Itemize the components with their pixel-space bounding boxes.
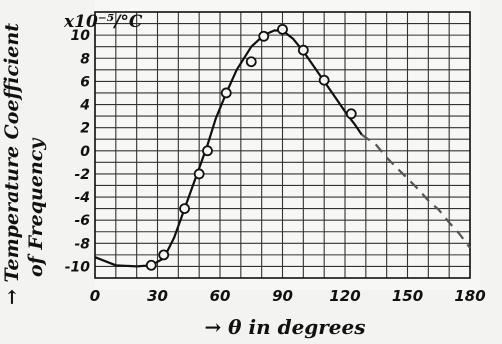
y-tick-label: 0	[80, 144, 90, 160]
y-tick-label: 10	[71, 28, 91, 44]
data-point	[245, 56, 257, 68]
data-point	[258, 30, 270, 42]
data-point	[318, 74, 330, 86]
data-point	[202, 145, 213, 157]
data-point	[277, 23, 288, 35]
data-point	[158, 249, 170, 261]
x-tick-label: 150	[392, 287, 423, 305]
data-point	[220, 87, 232, 99]
x-tick-label: 60	[210, 287, 231, 305]
y-tick-label: -8	[74, 236, 90, 252]
y-axis-label-group: → Temperature Coefficient of Frequency	[1, 23, 47, 305]
y-tick-label: -4	[74, 190, 90, 206]
data-point	[179, 203, 190, 215]
plot-frame	[94, 11, 471, 279]
data-points	[145, 23, 357, 271]
y-tick-label: -2	[74, 167, 90, 183]
data-point	[345, 108, 357, 120]
x-tick-labels: 0 30 60 90 120 150 180	[90, 287, 486, 305]
y-tick-label: 4	[79, 98, 90, 114]
y-tick-label: -10	[65, 259, 91, 275]
y-tick-label: 6	[80, 74, 90, 90]
y-tick-labels: 10 8 6 4 2 0 -2 -4 -6 -8 -10	[65, 28, 91, 275]
x-tick-label: 90	[272, 287, 293, 305]
plot-border	[94, 11, 471, 279]
y-tick-label: -6	[74, 213, 90, 229]
grid	[94, 11, 471, 279]
x-tick-label: 180	[454, 287, 485, 305]
x-tick-label: 120	[329, 287, 360, 305]
data-point	[297, 44, 309, 56]
y-axis-label-line2: of Frequency	[25, 137, 47, 277]
y-tick-label: 8	[80, 51, 90, 67]
y-axis-label-line1: → Temperature Coefficient	[1, 23, 23, 305]
x-tick-label: 30	[147, 287, 168, 305]
data-point	[145, 259, 157, 271]
unit-label: x10⁻⁵/°C	[63, 12, 143, 32]
plot-background	[95, 0, 480, 290]
x-tick-label: 0	[90, 287, 100, 305]
data-point	[193, 168, 205, 180]
y-tick-label: 2	[80, 121, 90, 137]
x-axis-label: → θ in degrees	[204, 315, 365, 339]
